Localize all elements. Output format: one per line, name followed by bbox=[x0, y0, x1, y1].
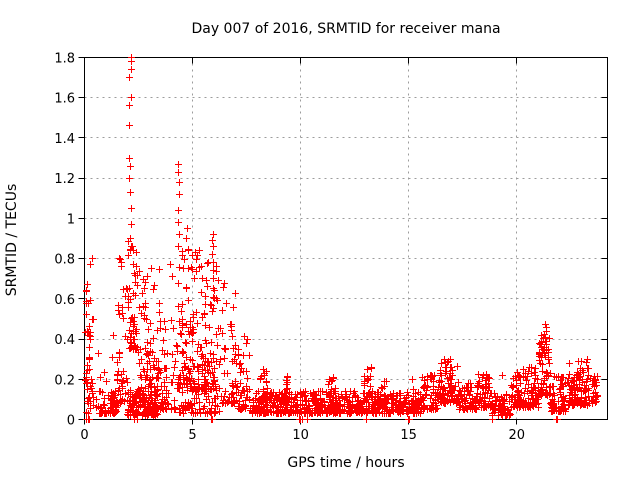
grid-layer bbox=[84, 57, 608, 420]
y-tick-label: 0.2 bbox=[54, 373, 75, 388]
x-tick-label: 15 bbox=[400, 428, 417, 443]
y-tick-label: 0 bbox=[67, 414, 75, 429]
x-tick-label: 20 bbox=[508, 428, 525, 443]
y-tick-label: 1.2 bbox=[54, 172, 75, 187]
x-tick-label: 10 bbox=[292, 428, 309, 443]
label-layer: Day 007 of 2016, SRMTID for receiver man… bbox=[4, 21, 501, 471]
y-axis-label: SRMTID / TECUs bbox=[4, 184, 20, 297]
y-tick-label: 1 bbox=[67, 212, 75, 227]
y-tick-label: 0.8 bbox=[54, 253, 75, 268]
x-tick-label: 5 bbox=[188, 428, 196, 443]
scatter-points-path bbox=[82, 54, 601, 423]
y-tick-label: 1.8 bbox=[54, 52, 75, 67]
chart-title: Day 007 of 2016, SRMTID for receiver man… bbox=[191, 21, 500, 37]
x-axis-label: GPS time / hours bbox=[287, 455, 404, 471]
plot-border bbox=[84, 57, 608, 420]
grid-lines-path bbox=[84, 57, 608, 420]
tick-label-layer: 0 0.2 0.4 0.6 0.8 1 1.2 1.4 1.6 1.8 0 5 10 15 20 bbox=[54, 52, 525, 444]
x-tick-label: 0 bbox=[80, 428, 88, 443]
y-tick-label: 0.6 bbox=[54, 293, 75, 308]
y-tick-label: 1.4 bbox=[54, 132, 75, 147]
y-tick-label: 1.6 bbox=[54, 92, 75, 107]
y-tick-label: 0.4 bbox=[54, 333, 75, 348]
data-points-layer bbox=[82, 54, 601, 423]
